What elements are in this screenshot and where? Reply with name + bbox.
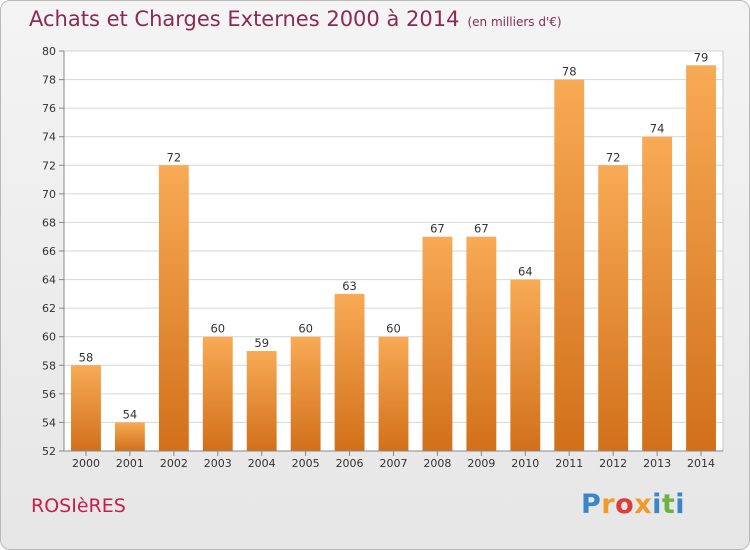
bar-value-label: 54 [123, 407, 138, 421]
logo-letter: t [661, 489, 676, 520]
bar-value-label: 79 [694, 50, 709, 64]
x-tick-label: 2004 [248, 457, 276, 470]
y-tick-label: 58 [42, 359, 56, 372]
logo-letter: P [581, 489, 602, 520]
x-tick-label: 2010 [511, 457, 539, 470]
x-tick-label: 2013 [643, 457, 671, 470]
y-tick-label: 72 [42, 159, 56, 172]
bar [510, 279, 541, 451]
y-tick-label: 60 [42, 331, 56, 344]
logo-letter: x [634, 489, 653, 520]
y-tick-label: 54 [42, 416, 56, 429]
y-tick-label: 62 [42, 302, 56, 315]
bar [158, 165, 189, 452]
y-tick-label: 66 [42, 245, 56, 258]
bar-value-label: 58 [79, 350, 94, 364]
bar-value-label: 67 [430, 222, 445, 236]
commune-name: ROSIèRES [31, 495, 126, 517]
bar [114, 422, 145, 451]
bar-layer: 58 54 72 60 59 60 63 60 67 67 64 78 72 74 79 [71, 50, 716, 452]
x-tick-label: 2011 [555, 457, 583, 470]
proxiti-logo[interactable]: Proxiti [581, 489, 685, 520]
bar [202, 336, 233, 451]
x-tick-label: 2001 [116, 457, 144, 470]
bar [71, 365, 101, 451]
bar-value-label: 78 [562, 65, 577, 79]
y-tick-label: 64 [42, 274, 56, 287]
logo-letter: r [601, 489, 616, 520]
bar-value-label: 59 [254, 336, 269, 350]
x-tick-label: 2005 [292, 457, 320, 470]
bar [554, 79, 585, 452]
bar-value-label: 60 [386, 322, 401, 336]
bar [642, 136, 673, 451]
chart-subtitle: (en milliers d'€) [467, 15, 562, 29]
x-tick-label: 2003 [204, 457, 232, 470]
logo-letter: o [615, 489, 635, 520]
y-tick-label: 76 [42, 102, 56, 115]
y-tick-label: 70 [42, 188, 56, 201]
bar [686, 65, 716, 452]
chart-title: Achats et Charges Externes 2000 à 2014 (e… [29, 7, 562, 31]
y-tick-label: 78 [42, 74, 56, 87]
chart-title-text: Achats et Charges Externes 2000 à 2014 [29, 7, 460, 31]
x-tick-label: 2000 [72, 457, 100, 470]
x-tick-label: 2006 [336, 457, 364, 470]
y-tick-label: 74 [42, 131, 56, 144]
x-tick-label: 2008 [423, 457, 451, 470]
bar-value-label: 74 [650, 122, 665, 136]
x-tick-label: 2014 [687, 457, 715, 470]
bar [378, 336, 409, 451]
bar [290, 336, 321, 451]
bar [246, 351, 277, 451]
bar-value-label: 63 [342, 279, 357, 293]
bar [598, 165, 629, 452]
logo-letter: i [652, 489, 662, 520]
y-tick-label: 52 [42, 445, 56, 458]
y-tick-label: 80 [42, 45, 56, 58]
axis-layer: 52 54 56 58 60 62 64 66 68 70 72 74 76 78 80 2000 2001 20… [42, 45, 723, 470]
x-tick-label: 2007 [380, 457, 408, 470]
bar-value-label: 72 [167, 150, 182, 164]
x-tick-label: 2009 [467, 457, 495, 470]
y-tick-label: 56 [42, 388, 56, 401]
bar [334, 293, 365, 451]
bar-value-label: 60 [298, 322, 313, 336]
bar [466, 236, 497, 451]
y-tick-label: 68 [42, 216, 56, 229]
x-tick-label: 2012 [599, 457, 627, 470]
bar [422, 236, 453, 451]
x-tick-label: 2002 [160, 457, 188, 470]
logo-letter: i [675, 489, 686, 520]
bar-value-label: 72 [606, 150, 621, 164]
bar-value-label: 67 [474, 222, 489, 236]
bar-value-label: 64 [518, 265, 533, 279]
bar-value-label: 60 [210, 322, 225, 336]
